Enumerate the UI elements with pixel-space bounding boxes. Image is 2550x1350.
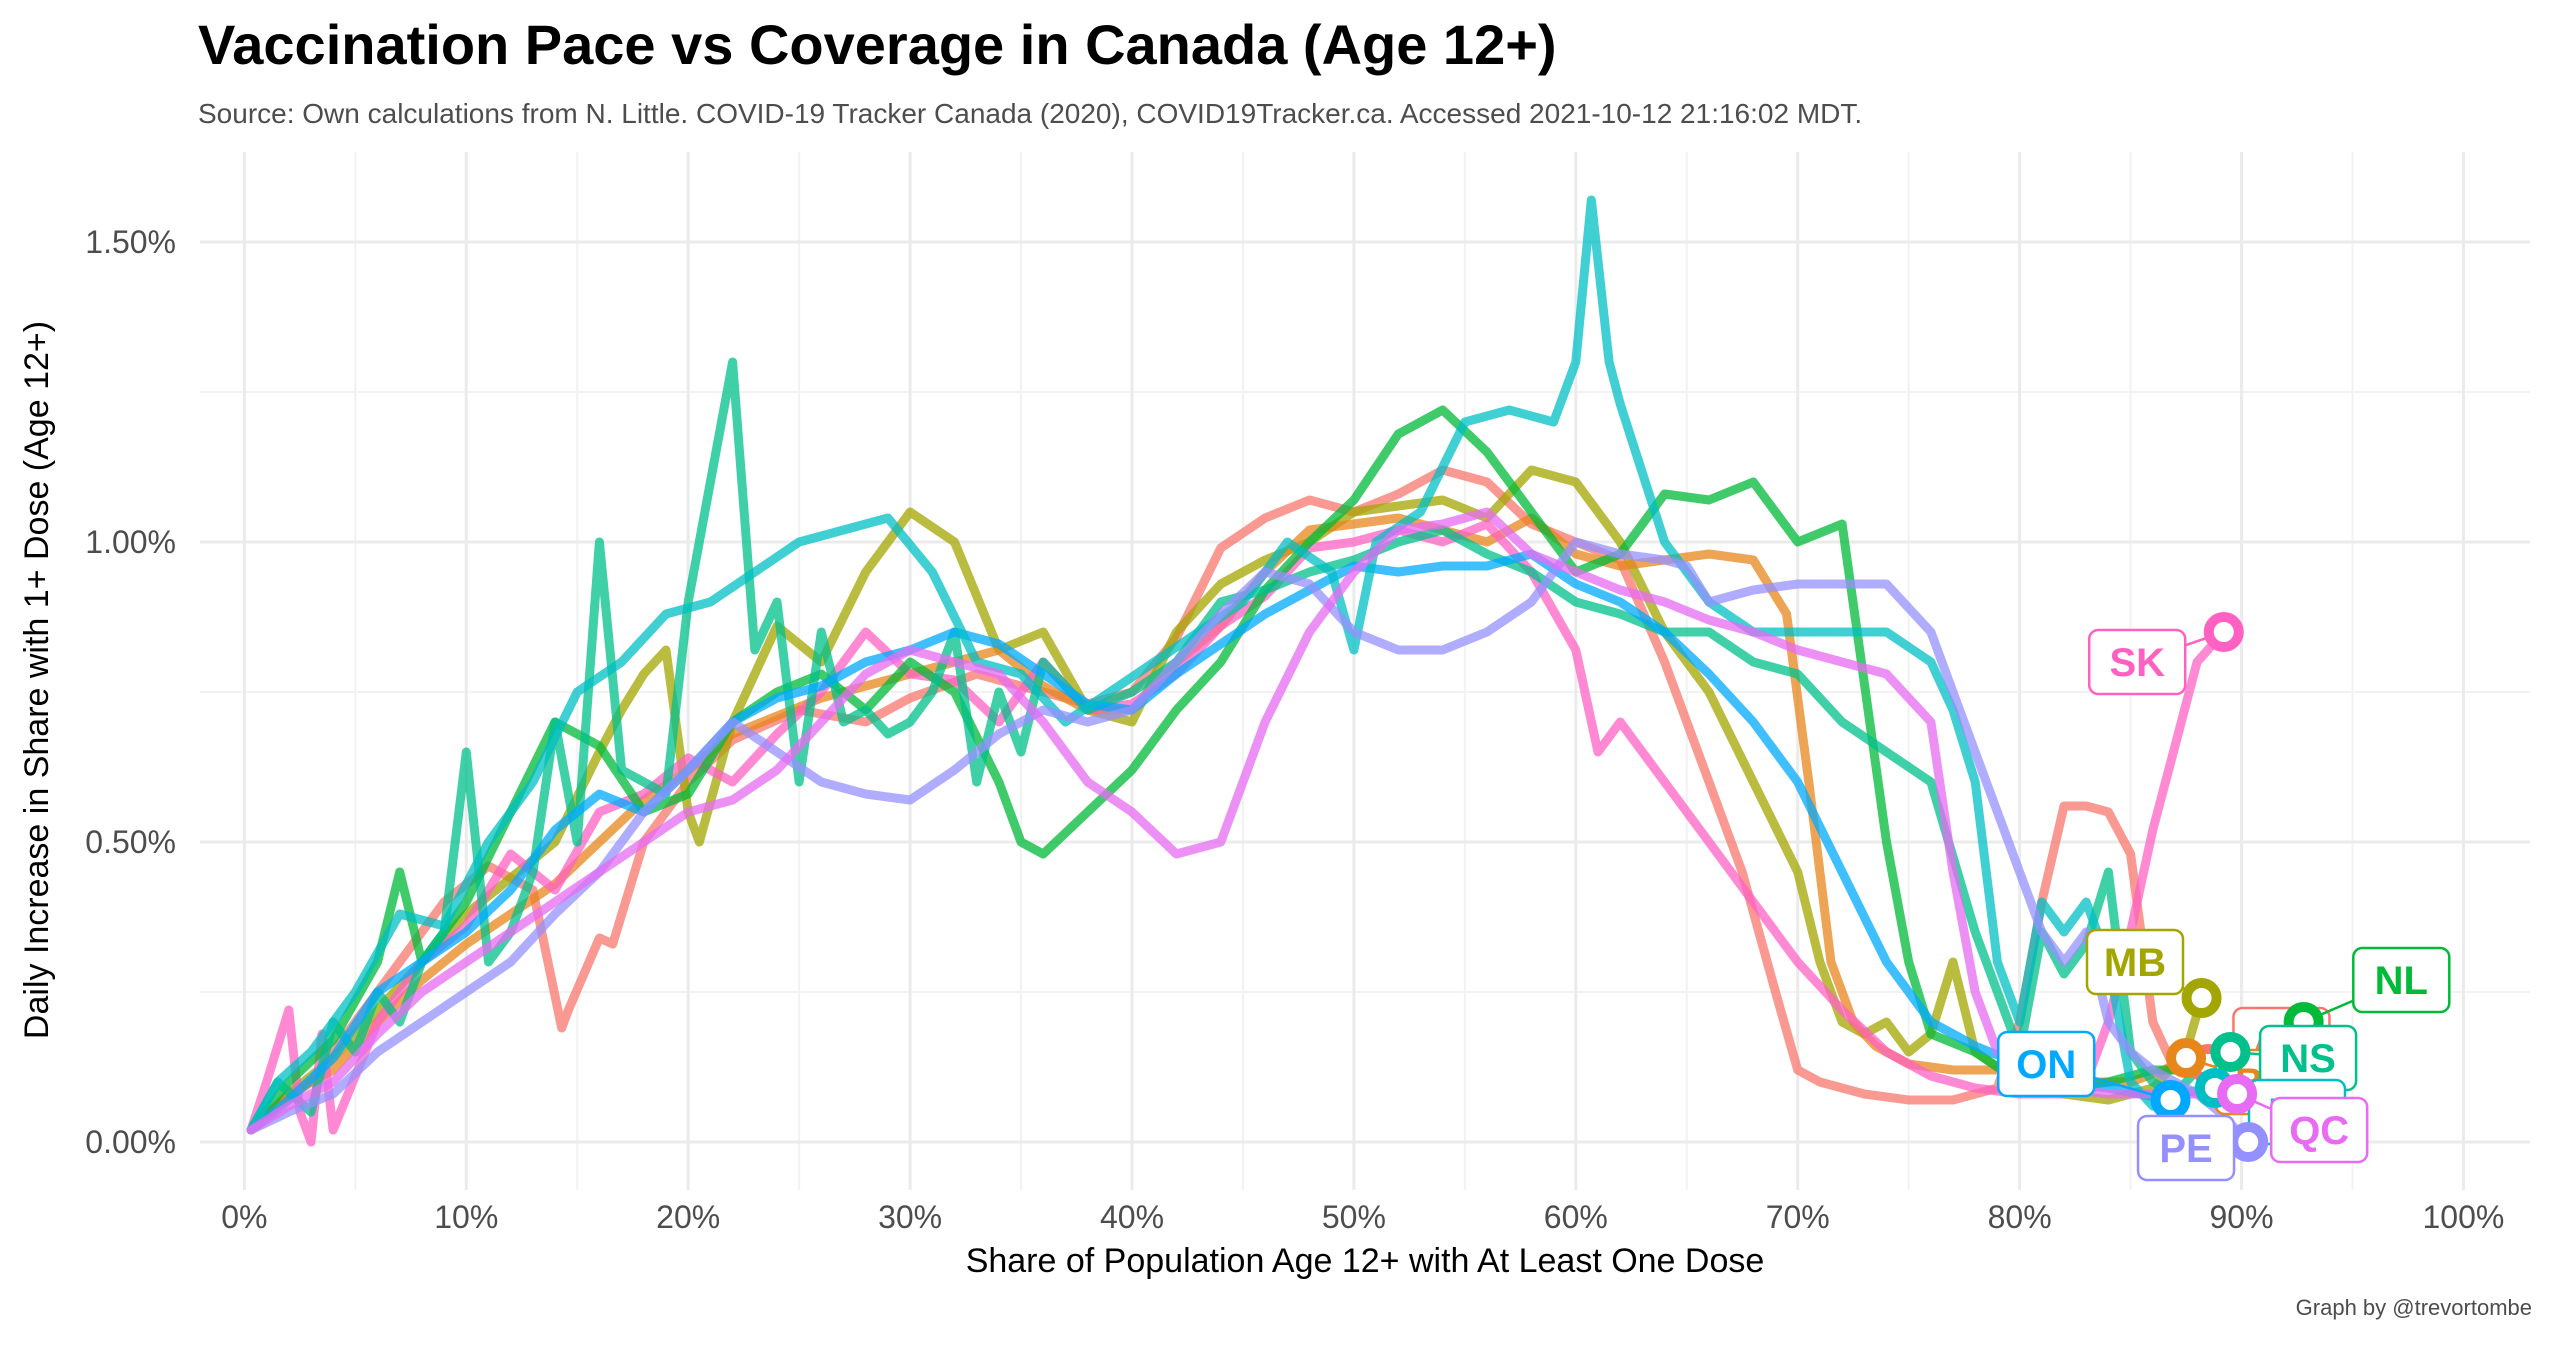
end-marker-pe bbox=[2228, 1122, 2269, 1162]
chart-caption: Graph by @trevortombe bbox=[2295, 1295, 2532, 1320]
y-tick-label: 1.00% bbox=[85, 524, 176, 560]
x-tick-label: 10% bbox=[434, 1199, 498, 1235]
y-axis-title: Daily Increase in Share with 1+ Dose (Ag… bbox=[18, 321, 56, 1039]
x-tick-label: 20% bbox=[656, 1199, 720, 1235]
end-marker-mb bbox=[2181, 978, 2222, 1018]
series-label-box-on bbox=[1996, 1030, 2096, 1098]
series-line-qc bbox=[246, 507, 2242, 1135]
chart-title: Vaccination Pace vs Coverage in Canada (… bbox=[198, 13, 1557, 76]
series-lines bbox=[246, 195, 2309, 1147]
series-labels: ABMBBCSKNLNSONNBPEQC bbox=[1996, 612, 2451, 1182]
series-label-on: ON bbox=[2016, 1043, 2076, 1087]
series-label-pe: PE bbox=[2159, 1127, 2212, 1171]
x-tick-label: 70% bbox=[1766, 1199, 1830, 1235]
series-label-box-sk bbox=[2087, 628, 2187, 696]
x-tick-label: 60% bbox=[1544, 1199, 1608, 1235]
x-tick-label: 90% bbox=[2210, 1199, 2274, 1235]
y-tick-label: 1.50% bbox=[85, 224, 176, 260]
x-tick-label: 0% bbox=[221, 1199, 267, 1235]
series-label-box-pe bbox=[2136, 1114, 2236, 1182]
series-line-on bbox=[246, 549, 2175, 1135]
x-tick-label: 30% bbox=[878, 1199, 942, 1235]
series-line-pe bbox=[246, 537, 2253, 1147]
series-label-box-qc bbox=[2269, 1096, 2369, 1164]
series-label-sk: SK bbox=[2109, 641, 2165, 685]
end-marker-qc bbox=[2217, 1074, 2258, 1114]
x-tick-label: 40% bbox=[1100, 1199, 1164, 1235]
x-tick-label: 80% bbox=[1988, 1199, 2052, 1235]
end-marker-bc bbox=[2166, 1038, 2207, 1078]
x-axis-title: Share of Population Age 12+ with At Leas… bbox=[966, 1242, 1765, 1280]
series-label-qc: QC bbox=[2289, 1109, 2349, 1153]
series-line-nb bbox=[246, 195, 2220, 1135]
end-marker-ns bbox=[2210, 1032, 2251, 1072]
series-line-sk bbox=[246, 519, 2229, 1147]
y-tick-label: 0.50% bbox=[85, 824, 176, 860]
series-label-nl: NL bbox=[2375, 959, 2428, 1003]
end-marker-on bbox=[2150, 1080, 2191, 1120]
chart-subtitle: Source: Own calculations from N. Little.… bbox=[198, 98, 1863, 129]
series-label-box-nl bbox=[2352, 946, 2451, 1014]
y-tick-label: 0.00% bbox=[85, 1124, 176, 1160]
axis-ticks: 0% 10% 20% 30% 40% 50% 60% 70% 80% 90% 100% 0.00% 0.… bbox=[85, 224, 2504, 1235]
series-label-mb: MB bbox=[2104, 941, 2166, 985]
x-tick-label: 100% bbox=[2423, 1199, 2505, 1235]
series-label-ns: NS bbox=[2280, 1037, 2336, 1081]
end-marker-sk bbox=[2203, 612, 2244, 652]
series-line-ns bbox=[246, 357, 2235, 1135]
x-tick-label: 50% bbox=[1322, 1199, 1386, 1235]
series-label-box-mb bbox=[2085, 928, 2185, 996]
